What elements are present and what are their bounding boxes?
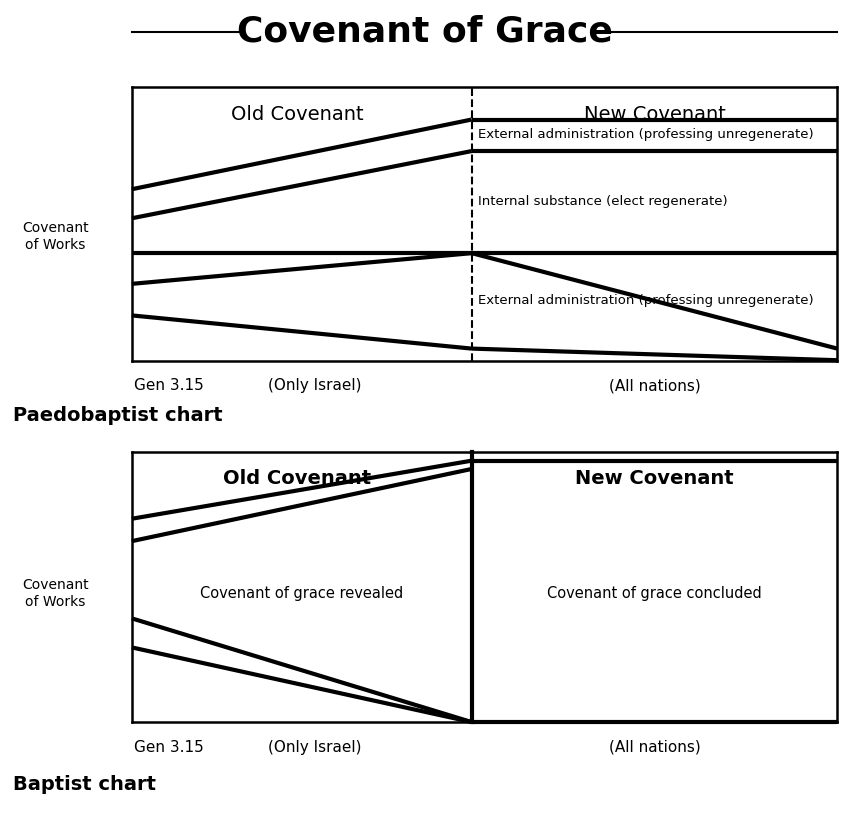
Text: Old Covenant: Old Covenant <box>224 470 371 488</box>
Text: New Covenant: New Covenant <box>575 470 734 488</box>
Text: Internal substance (elect regenerate): Internal substance (elect regenerate) <box>478 195 728 208</box>
Text: Covenant of grace concluded: Covenant of grace concluded <box>547 586 762 601</box>
Text: External administration (professing unregenerate): External administration (professing unre… <box>478 128 813 141</box>
Text: Paedobaptist chart: Paedobaptist chart <box>13 406 223 424</box>
Text: Gen 3.15: Gen 3.15 <box>134 378 204 393</box>
Text: Covenant
of Works: Covenant of Works <box>22 222 88 251</box>
Text: Gen 3.15: Gen 3.15 <box>134 740 204 754</box>
Text: Covenant
of Works: Covenant of Works <box>22 579 88 608</box>
Text: Covenant of grace revealed: Covenant of grace revealed <box>200 586 404 601</box>
Text: (Only Israel): (Only Israel) <box>268 740 361 754</box>
Text: New Covenant: New Covenant <box>584 105 725 124</box>
Text: (Only Israel): (Only Israel) <box>268 378 361 393</box>
Text: External administration (professing unregenerate): External administration (professing unre… <box>478 294 813 307</box>
Text: (All nations): (All nations) <box>609 378 700 393</box>
Text: Old Covenant: Old Covenant <box>231 105 364 124</box>
Text: Baptist chart: Baptist chart <box>13 775 156 793</box>
Text: Covenant of Grace: Covenant of Grace <box>237 15 613 48</box>
Text: (All nations): (All nations) <box>609 740 700 754</box>
